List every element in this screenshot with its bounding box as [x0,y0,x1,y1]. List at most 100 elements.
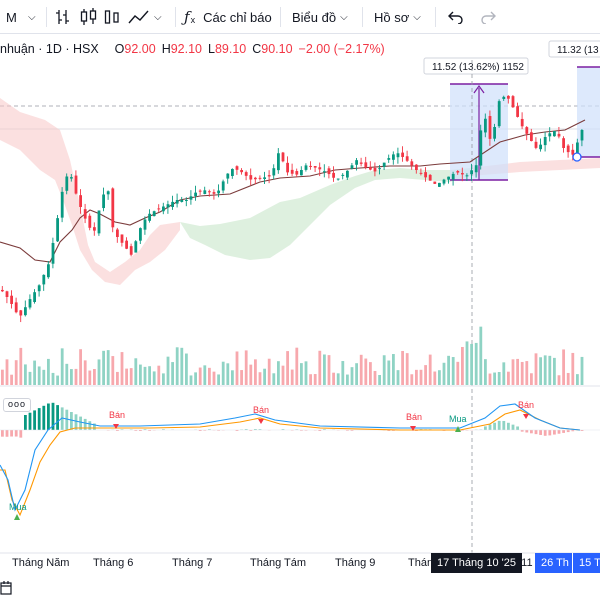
volume-bar [525,361,529,385]
candle-body [539,144,542,150]
volume-bar [263,368,266,385]
volume-bar [557,375,561,385]
volume-bar [548,355,552,385]
volume-bar [369,362,372,385]
indicators-button[interactable]: ƒ x Các chỉ báo [184,0,272,34]
candle-body [323,171,326,173]
macd-histogram-bar [258,429,262,430]
candle-body [19,310,23,316]
volume-bar [318,350,322,385]
chart-type-menu[interactable]: Biểu đồ ⌵ [292,0,348,34]
interval-selector[interactable]: M [6,0,17,34]
open-key: O [114,42,125,56]
indicator-collapse-toggle[interactable]: ooo [3,398,31,412]
sell-signal[interactable]: Bán [518,400,534,419]
volume-bar [290,369,294,385]
volume-bar [484,359,487,385]
current-price-marker[interactable] [572,152,582,162]
volume-bar [56,375,59,385]
redo-button[interactable] [480,0,496,34]
volume-bar [447,355,450,385]
candle-body [543,137,547,146]
time-axis[interactable]: Tháng Năm Tháng 6 Tháng 7 Tháng Tám Thán… [0,553,600,573]
candle-body [152,211,156,217]
candle-body [5,291,9,297]
profile-menu[interactable]: Hồ sơ ⌵ [374,0,421,34]
price-range-measure-1[interactable] [423,57,529,181]
interval-dropdown[interactable]: ⌵ [28,0,36,34]
sell-signal[interactable]: Bán [253,405,269,424]
buy-signal[interactable]: Mua [449,414,467,432]
candle-body [171,201,174,208]
macd-histogram-bar [539,430,542,435]
buy-signal[interactable]: Mua [9,502,27,520]
candle-body [235,166,239,170]
candle-body [203,190,207,194]
candle-body [244,172,248,176]
undo-icon [448,11,463,24]
measure-label-2: 11.32 (13 [557,45,599,56]
candle-body [410,161,414,166]
x-tick: Tháng 7 [172,557,213,569]
macd-histogram-bar [346,430,349,431]
calendar-icon[interactable] [0,580,14,596]
volume-bar [111,356,115,385]
candle-body [42,274,46,285]
sell-signal[interactable]: Bán [406,412,422,431]
price-range-measure-2[interactable] [548,40,600,158]
volume-bar [19,347,23,385]
macd-histogram-bar [74,414,78,430]
macd-histogram-bar [461,430,464,431]
candle-body [208,191,211,193]
candle-body [162,206,165,212]
candle-body [106,191,110,195]
candle-body [28,299,32,308]
macd-histogram-bar [208,429,211,430]
volume-bar [332,372,335,385]
candle-body [387,158,391,160]
hollow-candles-button[interactable] [103,0,121,34]
volume-bar [24,364,27,385]
volume-bar [93,368,96,385]
bar-chart-type-button[interactable] [55,0,71,34]
high-key: H [161,42,171,56]
macd-histogram-bar [571,430,575,432]
volume-bar [428,354,432,385]
candle-body [70,177,73,179]
candle-body [33,292,36,303]
volume-bar [10,374,13,385]
candle-body [267,175,271,177]
buy-arrow-icon [455,426,461,432]
toolbar-divider [175,7,176,27]
volume-bar [336,373,340,385]
undo-button[interactable] [448,0,464,34]
candle-body [14,302,18,313]
candle-body [198,190,202,192]
candle-body [346,170,349,178]
symbol-title[interactable]: nhuận · 1D · HSX [0,42,99,56]
sell-arrow-icon [113,424,119,429]
price-chart-canvas[interactable]: 11.52 (13.62%) 1152 11.32 (13 Bán Bán Bá… [0,34,600,600]
candle-body [474,165,478,173]
volume-bar [194,372,197,385]
candle-body [433,181,437,184]
volume-bar [171,362,174,385]
macd-histogram-bar [148,430,151,431]
volume-bar [249,364,253,385]
sell-label: Bán [406,412,422,422]
interval-label: M [6,9,17,25]
macd-histogram-bar [10,430,13,437]
sell-label: Bán [109,410,125,420]
function-icon-subscript: x [190,15,196,25]
candle-body [139,228,142,241]
candles-chart-type-button[interactable] [79,0,99,34]
candle-body [396,153,400,158]
candle-body [175,200,179,204]
line-chart-type-button[interactable]: ⌵ [128,0,162,34]
macd-histogram-bar [120,429,124,430]
chart-type-label: Biểu đồ [292,9,337,25]
sell-signal[interactable]: Bán [109,410,125,429]
close-value: 90.10 [261,42,293,56]
candle-body [580,130,584,141]
candle-body [148,213,151,221]
